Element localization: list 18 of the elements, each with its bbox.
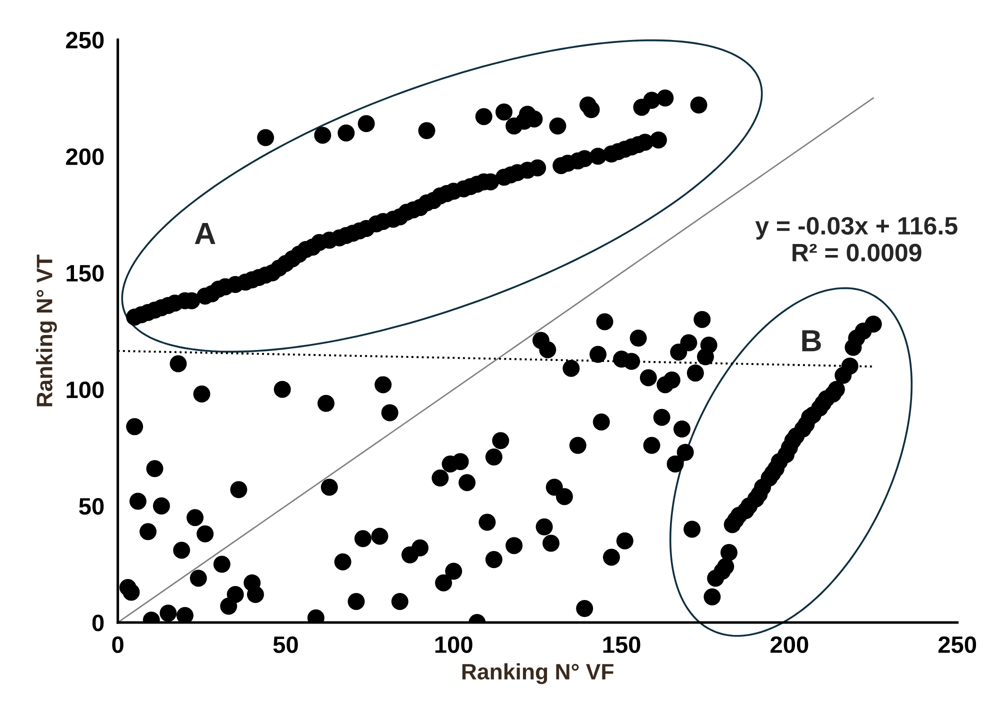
x-tick-label: 100 [435, 636, 472, 654]
x-tick-label: 50 [273, 636, 298, 654]
annotation: A [194, 222, 216, 244]
x-tick-label: 200 [770, 636, 808, 654]
y-axis-title: Ranking N° VT [36, 254, 57, 406]
x-tick-label: 250 [938, 636, 976, 654]
y-tick-label: 100 [66, 381, 104, 398]
y-tick-label: 250 [66, 32, 104, 48]
annotation: B [802, 330, 821, 352]
x-tick-label: 150 [603, 636, 640, 654]
annotation: y = -0.03x + 116.5 [755, 216, 958, 240]
y-tick-label: 150 [66, 264, 104, 282]
y-tick-label: 200 [66, 148, 104, 166]
annotation: R² = 0.0009 [792, 244, 922, 262]
y-tick-label: 50 [79, 498, 104, 515]
y-tick-label: 0 [92, 614, 104, 632]
x-axis-title: Ranking N° VF [462, 663, 614, 684]
x-tick-label: 0 [112, 636, 124, 654]
